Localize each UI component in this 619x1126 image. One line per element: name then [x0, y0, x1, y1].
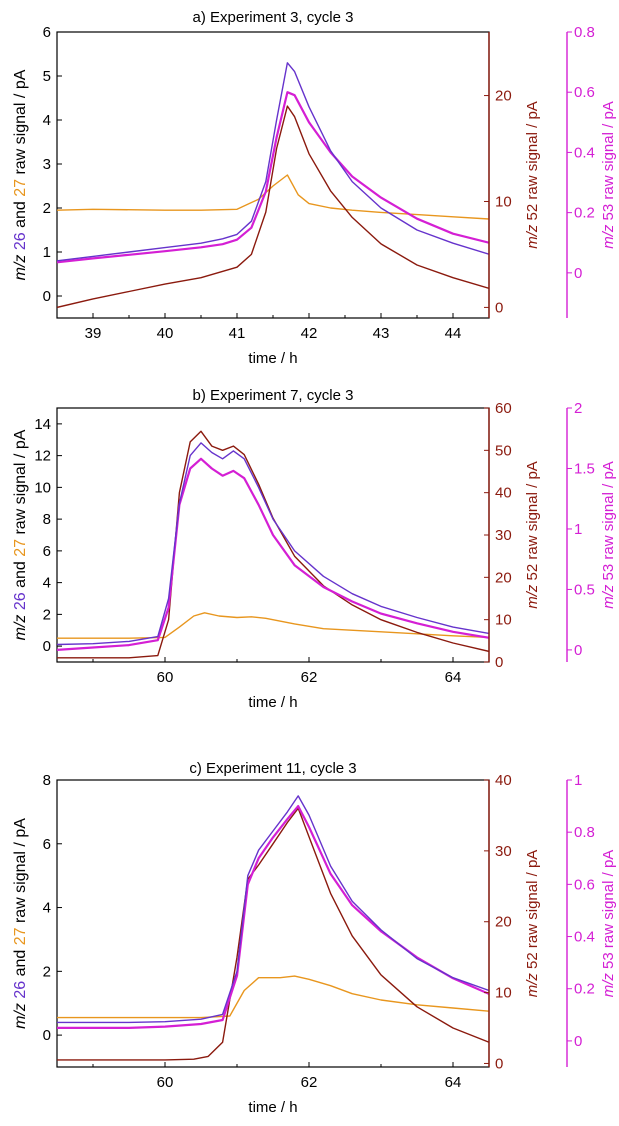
series-line-m-z-27: [57, 174, 489, 220]
x-axis-label: time / h: [248, 350, 297, 367]
series-line-m-z-53: [57, 805, 489, 1029]
series-line-m-z-27: [57, 975, 489, 1019]
y53-tick-label: 0.6: [574, 84, 595, 101]
y52-tick-label: 30: [495, 843, 512, 860]
y-tick-label: 14: [34, 416, 51, 433]
y-tick-label: 2: [43, 963, 51, 980]
y52-tick-label: 10: [495, 193, 512, 210]
y52-tick-label: 40: [495, 772, 512, 789]
series-line-m-z-26: [57, 442, 489, 646]
y-tick-label: 6: [43, 543, 51, 560]
series-line-m-z-26: [57, 62, 489, 262]
y53-tick-label: 0.4: [574, 144, 595, 161]
series-line-m-z-53: [57, 91, 489, 264]
y53-axis-label: m/z 53 raw signal / pA: [600, 461, 617, 609]
y53-tick-label: 0.4: [574, 929, 595, 946]
x-tick-label: 62: [301, 669, 318, 686]
series-group: [57, 795, 489, 1061]
plot-frame: [56, 779, 490, 1068]
series-group: [57, 62, 489, 309]
x-tick-label: 60: [157, 669, 174, 686]
y53-tick-label: 0.8: [574, 824, 595, 841]
left-axis-label: m/z 26 and 27 raw signal / pA: [12, 69, 29, 280]
y-tick-label: 6: [43, 24, 51, 41]
y-tick-label: 0: [43, 638, 51, 655]
x-tick-label: 40: [157, 325, 174, 342]
x-tick-label: 43: [373, 325, 390, 342]
x-tick-label: 64: [445, 1074, 462, 1091]
y-tick-label: 12: [34, 448, 51, 465]
y-tick-label: 5: [43, 68, 51, 85]
y52-tick-label: 20: [495, 88, 512, 105]
y52-tick-label: 0: [495, 654, 503, 671]
chart-title: a) Experiment 3, cycle 3: [193, 9, 354, 26]
y52-tick-label: 50: [495, 442, 512, 459]
y52-tick-label: 60: [495, 400, 512, 417]
y-tick-label: 4: [43, 112, 51, 129]
y53-tick-label: 1: [574, 521, 582, 538]
y-tick-label: 10: [34, 479, 51, 496]
series-line-m-z-26: [57, 795, 489, 1024]
y52-tick-label: 20: [495, 569, 512, 586]
series-line-m-z-52: [57, 430, 489, 659]
y52-tick-label: 10: [495, 985, 512, 1002]
y53-tick-label: 0: [574, 1033, 582, 1050]
y53-tick-label: 2: [574, 400, 582, 417]
y53-tick-label: 1: [574, 772, 582, 789]
y-tick-label: 3: [43, 156, 51, 173]
y-tick-label: 2: [43, 606, 51, 623]
y53-tick-label: 0.8: [574, 24, 595, 41]
y-tick-label: 0: [43, 288, 51, 305]
series-line-m-z-52: [57, 105, 489, 309]
y-tick-label: 0: [43, 1027, 51, 1044]
x-axis-label: time / h: [248, 694, 297, 711]
y53-tick-label: 0.6: [574, 876, 595, 893]
left-axis-label: m/z 26 and 27 raw signal / pA: [12, 818, 29, 1029]
y53-tick-label: 0: [574, 642, 582, 659]
x-tick-label: 62: [301, 1074, 318, 1091]
y-tick-label: 8: [43, 772, 51, 789]
y-tick-label: 4: [43, 575, 51, 592]
x-tick-label: 44: [445, 325, 462, 342]
y52-tick-label: 20: [495, 914, 512, 931]
y-tick-label: 2: [43, 200, 51, 217]
y53-tick-label: 0.2: [574, 981, 595, 998]
y52-axis-label: m/z 52 raw signal / pA: [524, 461, 541, 609]
y53-tick-label: 0: [574, 265, 582, 282]
x-tick-label: 41: [229, 325, 246, 342]
y-tick-label: 6: [43, 836, 51, 853]
chart-title: b) Experiment 7, cycle 3: [193, 387, 354, 404]
series-group: [57, 430, 489, 659]
y53-axis-label: m/z 53 raw signal / pA: [600, 850, 617, 998]
y52-tick-label: 0: [495, 299, 503, 316]
y53-axis-label: m/z 53 raw signal / pA: [600, 101, 617, 249]
y52-tick-label: 0: [495, 1055, 503, 1072]
y52-axis-label: m/z 52 raw signal / pA: [524, 101, 541, 249]
y52-tick-label: 10: [495, 612, 512, 629]
x-tick-label: 39: [85, 325, 102, 342]
y52-tick-label: 30: [495, 527, 512, 544]
y53-tick-label: 1.5: [574, 460, 595, 477]
plot-frame: [56, 31, 490, 319]
x-axis-label: time / h: [248, 1099, 297, 1116]
chart-title: c) Experiment 11, cycle 3: [189, 760, 356, 777]
y-tick-label: 8: [43, 511, 51, 528]
y52-tick-label: 40: [495, 485, 512, 502]
y53-tick-label: 0.2: [574, 205, 595, 222]
y-tick-label: 1: [43, 244, 51, 261]
series-line-m-z-53: [57, 457, 489, 651]
y53-tick-label: 0.5: [574, 581, 595, 598]
panel-a: a) Experiment 3, cycle 339 40 41 42 43 44time…: [12, 9, 617, 367]
left-axis-label: m/z 26 and 27 raw signal / pA: [12, 429, 29, 640]
y52-axis-label: m/z 52 raw signal / pA: [524, 850, 541, 998]
y-tick-label: 4: [43, 900, 51, 917]
x-tick-label: 42: [301, 325, 318, 342]
series-line-m-z-52: [57, 807, 489, 1061]
x-tick-label: 64: [445, 669, 462, 686]
x-tick-label: 60: [157, 1074, 174, 1091]
